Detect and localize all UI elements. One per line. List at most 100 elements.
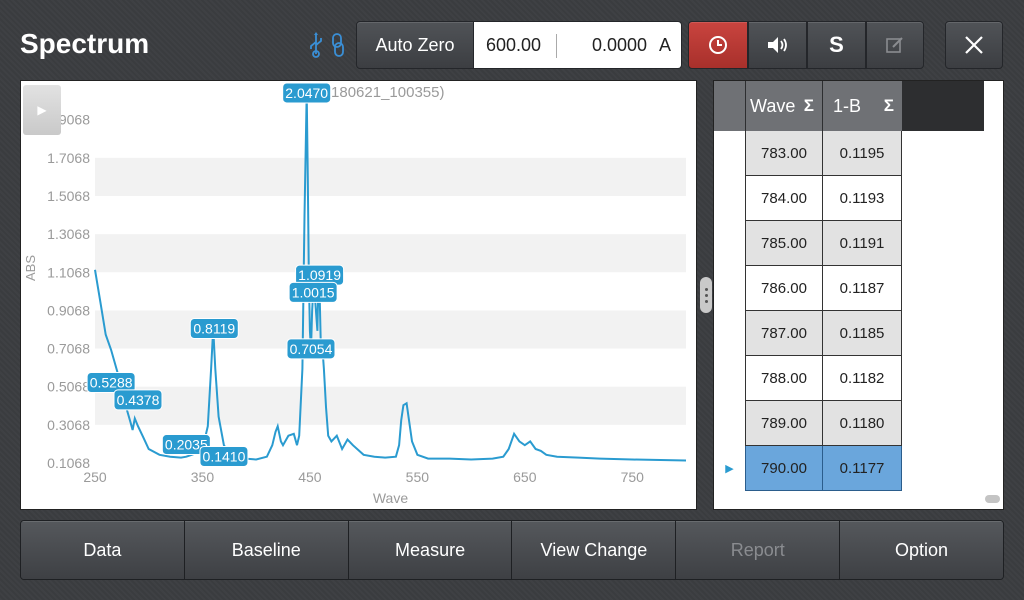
x-tick-label: 350 — [191, 469, 215, 485]
cell-wave: 790.00 — [745, 446, 823, 491]
row-selector[interactable] — [714, 221, 745, 266]
chart-title: Spt(180621_100355) — [304, 84, 445, 101]
edit-button[interactable] — [866, 21, 924, 69]
data-table-panel[interactable]: Wave Σ 1-B Σ 783.00 0.1195 784.00 0.1193… — [713, 80, 1004, 510]
sigma-icon[interactable]: Σ — [803, 96, 814, 115]
table-row[interactable]: 785.00 0.1191 — [714, 221, 984, 266]
panel-splitter-handle[interactable] — [700, 277, 712, 313]
cell-wave: 788.00 — [745, 356, 823, 401]
column-header-wave[interactable]: Wave Σ — [745, 81, 822, 131]
play-arrow-icon: ▶ — [37, 103, 47, 117]
measurement-readout: 600.00 0.0000 A — [474, 21, 682, 69]
peak-label — [161, 434, 211, 456]
grid-band — [95, 310, 686, 349]
row-selector[interactable] — [714, 266, 745, 311]
grid-band — [95, 234, 686, 273]
readout-divider — [556, 34, 557, 58]
wavelength-value: 600.00 — [486, 35, 542, 55]
row-selector[interactable] — [714, 131, 745, 176]
spectrum-chart[interactable]: 0.1068 0.3068 0.5068 0.7068 0.9068 1.1068 1.30… — [21, 81, 698, 511]
measure-button[interactable]: Measure — [348, 521, 513, 579]
peak-label — [189, 318, 239, 340]
report-button: Report — [676, 521, 841, 579]
peak-label-text: 1.0015 — [292, 284, 335, 300]
y-tick-label: 0.1068 — [47, 455, 90, 471]
sound-button[interactable] — [748, 21, 807, 69]
data-button[interactable]: Data — [21, 521, 185, 579]
peak-label-text: 0.8119 — [193, 321, 235, 337]
x-tick-label: 550 — [406, 469, 430, 485]
sigma-icon[interactable]: Σ — [883, 96, 894, 115]
cell-value: 0.1195 — [822, 131, 902, 176]
close-icon — [965, 36, 983, 54]
y-tick-label: 1.3068 — [47, 226, 90, 242]
peak-label — [282, 82, 332, 104]
cell-value: 0.1185 — [822, 311, 902, 356]
table-body: 783.00 0.1195 784.00 0.1193 785.00 0.119… — [714, 131, 984, 491]
timer-button[interactable] — [688, 21, 748, 69]
table-row[interactable]: 784.00 0.1193 — [714, 176, 984, 221]
horizontal-scrollbar[interactable] — [985, 495, 1000, 503]
y-tick-label: 0.5068 — [47, 379, 90, 395]
clock-icon — [709, 36, 727, 54]
spectrum-chart-panel[interactable]: 0.1068 0.3068 0.5068 0.7068 0.9068 1.1068 1.30… — [20, 80, 697, 510]
link-icon — [332, 33, 344, 57]
table-row[interactable]: 788.00 0.1182 — [714, 356, 984, 401]
current-row-arrow-icon: ▶ — [725, 463, 734, 475]
table-row[interactable]: ▶ 790.00 0.1177 — [714, 446, 984, 491]
cell-value: 0.1193 — [822, 176, 902, 221]
close-button[interactable] — [945, 21, 1003, 69]
absorbance-value: 0.0000 — [591, 35, 647, 55]
table-row[interactable]: 789.00 0.1180 — [714, 401, 984, 446]
cell-value: 0.1182 — [822, 356, 902, 401]
x-tick-label: 650 — [513, 469, 537, 485]
baseline-button[interactable]: Baseline — [184, 521, 349, 579]
peak-label-text: 0.1410 — [203, 448, 246, 464]
expand-panel-button[interactable]: ▶ — [23, 85, 61, 135]
peak-label — [286, 338, 336, 360]
row-selector[interactable] — [714, 176, 745, 221]
table-row[interactable]: 786.00 0.1187 — [714, 266, 984, 311]
peak-label — [86, 372, 136, 394]
x-tick-label: 250 — [83, 469, 107, 485]
row-selector[interactable]: ▶ — [714, 446, 745, 491]
cell-wave: 785.00 — [745, 221, 823, 266]
y-tick-label: 1.5068 — [47, 188, 90, 204]
view-change-button[interactable]: View Change — [512, 521, 677, 579]
option-button[interactable]: Option — [840, 521, 1003, 579]
absorbance-unit: A — [658, 35, 671, 55]
y-tick-label: 1.7068 — [47, 150, 90, 166]
y-tick-label: 0.9068 — [47, 302, 90, 318]
peak-label-text: 0.2035 — [165, 437, 208, 453]
row-selector[interactable] — [714, 401, 745, 446]
table-header: Wave Σ 1-B Σ — [714, 81, 984, 131]
x-tick-label: 450 — [298, 469, 322, 485]
x-tick-label: 750 — [621, 469, 645, 485]
column-label-1-b: 1-B — [833, 95, 862, 116]
cell-value: 0.1187 — [822, 266, 902, 311]
row-selector[interactable] — [714, 311, 745, 356]
y-tick-label: 0.3068 — [47, 417, 90, 433]
peak-label-text: 0.5288 — [90, 375, 133, 391]
y-tick-label: 0.7068 — [47, 341, 90, 357]
bottom-toolbar: Data Baseline Measure View Change Report… — [20, 520, 1004, 580]
table-row[interactable]: 787.00 0.1185 — [714, 311, 984, 356]
peak-label-text: 0.4378 — [117, 392, 160, 408]
grid-band — [95, 386, 686, 425]
usb-icon — [310, 32, 322, 58]
edit-icon — [886, 37, 903, 53]
column-header-1-b[interactable]: 1-B Σ — [822, 81, 902, 131]
row-selector[interactable] — [714, 356, 745, 401]
grid-band — [95, 157, 686, 196]
peak-label-text: 2.0470 — [285, 85, 328, 101]
cell-value: 0.1191 — [822, 221, 902, 266]
cell-wave: 787.00 — [745, 311, 823, 356]
auto-zero-button[interactable]: Auto Zero — [356, 21, 474, 69]
s-button[interactable]: S — [807, 21, 866, 69]
x-axis-label: Wave — [373, 490, 408, 506]
cell-wave: 783.00 — [745, 131, 823, 176]
page-title: Spectrum — [20, 28, 150, 59]
table-row[interactable]: 783.00 0.1195 — [714, 131, 984, 176]
cell-value: 0.1177 — [822, 446, 902, 491]
cell-wave: 786.00 — [745, 266, 823, 311]
